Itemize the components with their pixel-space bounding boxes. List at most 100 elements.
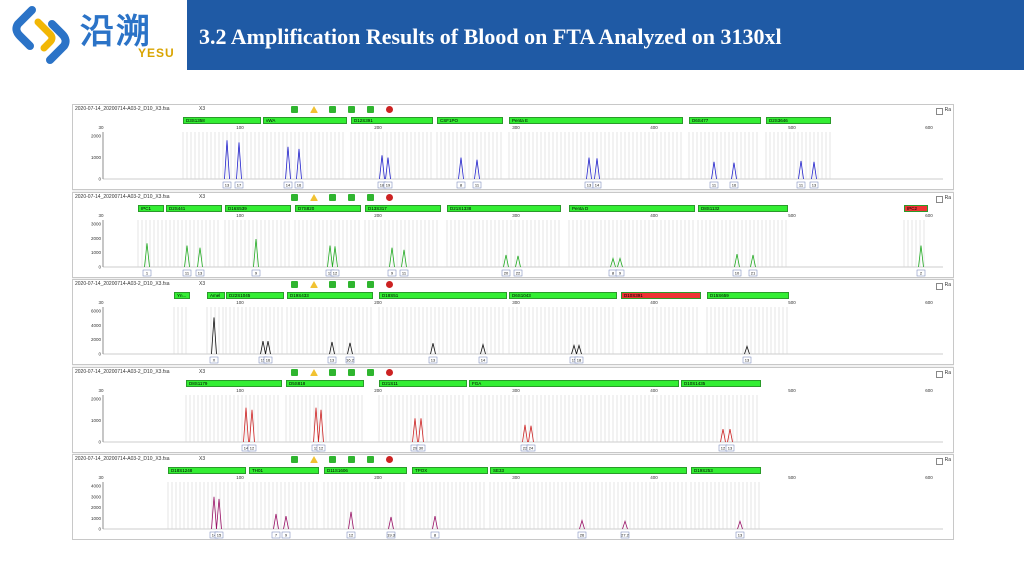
- allele-label[interactable]: 9: [391, 270, 394, 275]
- allele-label[interactable]: 13: [330, 358, 335, 363]
- allele-label[interactable]: 11: [328, 270, 333, 275]
- locus-bin-label[interactable]: D6S477: [689, 117, 761, 124]
- locus-bin-label[interactable]: D8S1132: [698, 204, 788, 212]
- zoom-tool-icon[interactable]: [291, 193, 298, 201]
- warning-icon[interactable]: [310, 106, 318, 113]
- zoom-tool-icon[interactable]: [291, 281, 298, 288]
- allele-label[interactable]: 27.2: [621, 533, 630, 538]
- locus-bin-label[interactable]: Penta D: [569, 204, 695, 212]
- allele-label[interactable]: 13: [745, 358, 750, 363]
- grid-tool-icon[interactable]: [348, 368, 355, 376]
- locus-bin-label[interactable]: D21S11: [379, 379, 467, 387]
- allele-label[interactable]: 8: [434, 533, 437, 538]
- grid-tool-icon[interactable]: [348, 106, 355, 113]
- allele-label[interactable]: 12: [250, 445, 255, 450]
- stop-icon[interactable]: [386, 368, 393, 376]
- allele-label[interactable]: 14: [212, 533, 217, 538]
- locus-bin-label[interactable]: TPOX: [412, 467, 488, 474]
- allele-label[interactable]: 12: [349, 533, 354, 538]
- allele-label[interactable]: 22: [516, 270, 521, 275]
- allele-label[interactable]: 14: [595, 183, 600, 188]
- panel-checkbox[interactable]: [936, 195, 943, 203]
- allele-label[interactable]: 11: [799, 183, 804, 188]
- allele-label[interactable]: 16: [266, 358, 271, 363]
- allele-label[interactable]: 1: [146, 270, 149, 275]
- allele-label[interactable]: 19.3: [387, 533, 396, 538]
- allele-label[interactable]: 15: [261, 358, 266, 363]
- locus-bin-label[interactable]: D18S1248: [168, 467, 246, 474]
- locus-bin-label[interactable]: vWA: [263, 117, 347, 124]
- locus-bin-label[interactable]: D7S820: [295, 204, 361, 212]
- allele-label[interactable]: 16.2: [346, 358, 355, 363]
- allele-label[interactable]: 13: [198, 270, 203, 275]
- allele-label[interactable]: 16: [732, 183, 737, 188]
- allele-label[interactable]: 10: [735, 270, 740, 275]
- allele-label[interactable]: 20: [504, 270, 509, 275]
- allele-label[interactable]: 15: [572, 358, 577, 363]
- allele-label[interactable]: 13: [812, 183, 817, 188]
- locus-bin-label[interactable]: D12S391: [351, 117, 433, 124]
- allele-label[interactable]: 11: [475, 183, 480, 188]
- allele-label[interactable]: 12: [319, 445, 324, 450]
- allele-label[interactable]: 2: [920, 270, 923, 275]
- allele-label[interactable]: 11: [185, 270, 190, 275]
- allele-label[interactable]: 18: [380, 183, 385, 188]
- allele-label[interactable]: 19: [386, 183, 391, 188]
- view-tool-icon[interactable]: [329, 281, 336, 288]
- stop-icon[interactable]: [386, 106, 393, 113]
- locus-bin-label[interactable]: D19S433: [287, 292, 373, 299]
- allele-label[interactable]: 15: [217, 533, 222, 538]
- allele-label[interactable]: 9: [255, 270, 258, 275]
- locus-bin-label[interactable]: Yn...: [174, 292, 190, 299]
- grid-tool-icon[interactable]: [348, 193, 355, 201]
- allele-label[interactable]: 21: [751, 270, 756, 275]
- stop-icon[interactable]: [386, 456, 393, 463]
- warning-icon[interactable]: [310, 193, 318, 201]
- stop-icon[interactable]: [386, 281, 393, 288]
- locus-bin-label[interactable]: SE33: [490, 467, 687, 474]
- allele-label[interactable]: X: [213, 358, 216, 363]
- refresh-tool-icon[interactable]: [367, 193, 374, 201]
- locus-bin-label[interactable]: D13S317: [365, 204, 441, 212]
- locus-bin-label[interactable]: D10S1435: [681, 379, 761, 387]
- allele-label[interactable]: 8: [612, 270, 615, 275]
- locus-bin-label[interactable]: D3S1358: [183, 117, 261, 124]
- stop-icon[interactable]: [386, 193, 393, 201]
- allele-label[interactable]: 26: [580, 533, 585, 538]
- allele-label[interactable]: 30: [419, 445, 424, 450]
- allele-label[interactable]: 13: [587, 183, 592, 188]
- locus-bin-label[interactable]: D15S659: [707, 292, 789, 299]
- allele-label[interactable]: 14: [244, 445, 249, 450]
- allele-label[interactable]: 11: [402, 270, 407, 275]
- zoom-tool-icon[interactable]: [291, 456, 298, 463]
- warning-icon[interactable]: [310, 456, 318, 463]
- allele-label[interactable]: 9: [285, 533, 288, 538]
- allele-label[interactable]: 12: [721, 445, 726, 450]
- allele-label[interactable]: 8: [460, 183, 463, 188]
- allele-label[interactable]: 13: [431, 358, 436, 363]
- locus-bin-label[interactable]: D10S391: [621, 292, 701, 299]
- allele-label[interactable]: 12: [333, 270, 338, 275]
- locus-bin-label[interactable]: D19S253: [691, 467, 761, 474]
- allele-label[interactable]: 13: [225, 183, 230, 188]
- refresh-tool-icon[interactable]: [367, 106, 374, 113]
- locus-bin-label[interactable]: D21S1338: [447, 204, 561, 212]
- locus-bin-label[interactable]: D8S1179: [186, 379, 282, 387]
- locus-bin-label[interactable]: D18S51: [379, 292, 507, 299]
- locus-bin-label[interactable]: D2S441: [166, 204, 222, 212]
- locus-bin-label[interactable]: D6S1043: [509, 292, 617, 299]
- refresh-tool-icon[interactable]: [367, 281, 374, 288]
- allele-label[interactable]: 17: [237, 183, 242, 188]
- allele-label[interactable]: 14: [286, 183, 291, 188]
- grid-tool-icon[interactable]: [348, 456, 355, 463]
- allele-label[interactable]: 11: [314, 445, 319, 450]
- panel-checkbox[interactable]: [936, 370, 943, 378]
- allele-label[interactable]: 13: [738, 533, 743, 538]
- locus-bin-label[interactable]: D16S539: [225, 204, 291, 212]
- allele-label[interactable]: 11: [712, 183, 717, 188]
- allele-label[interactable]: 22: [523, 445, 528, 450]
- allele-label[interactable]: 9: [619, 270, 622, 275]
- refresh-tool-icon[interactable]: [367, 368, 374, 376]
- warning-icon[interactable]: [310, 368, 318, 376]
- zoom-tool-icon[interactable]: [291, 368, 298, 376]
